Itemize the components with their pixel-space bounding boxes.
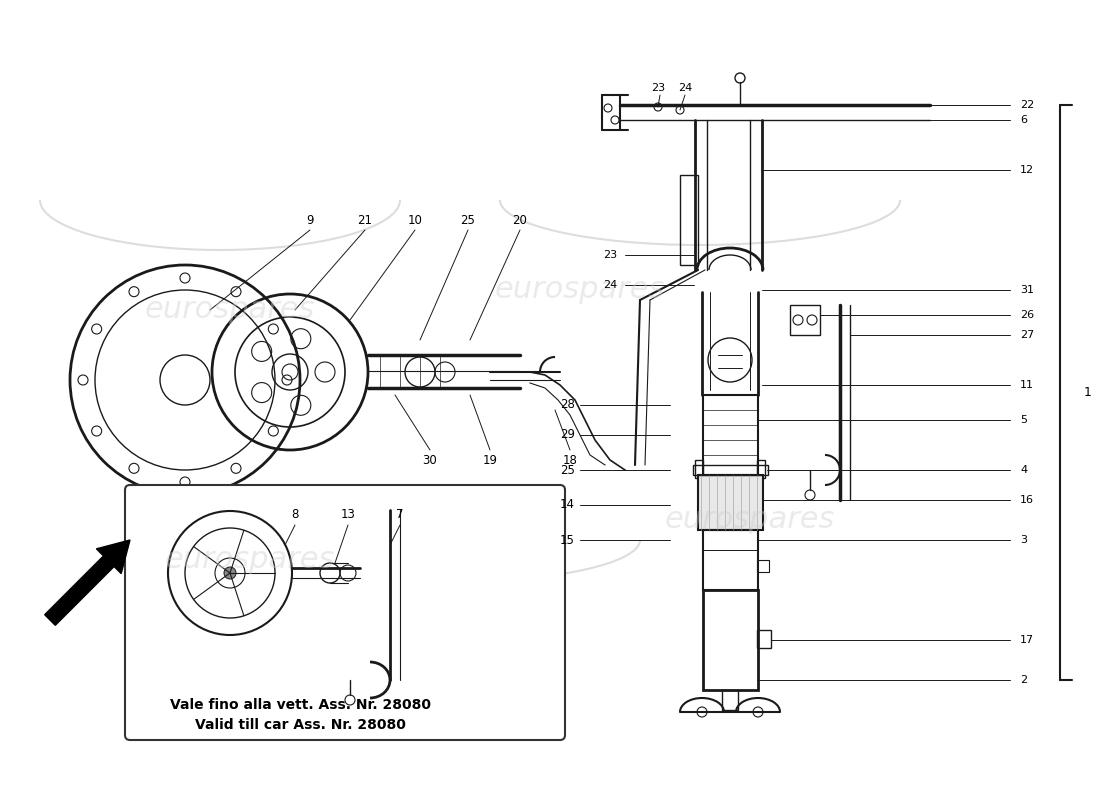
Text: 25: 25	[560, 463, 575, 477]
Text: eurospares: eurospares	[145, 295, 316, 325]
Text: 17: 17	[1020, 635, 1034, 645]
Text: 23: 23	[651, 83, 666, 93]
Bar	[703, 530, 758, 590]
Text: 28: 28	[560, 398, 575, 411]
Bar	[680, 175, 698, 265]
Text: Valid till car Ass. Nr. 28080: Valid till car Ass. Nr. 28080	[195, 718, 406, 732]
Text: 3: 3	[1020, 535, 1027, 545]
Bar	[703, 590, 758, 690]
Text: 29: 29	[560, 429, 575, 442]
Text: 14: 14	[560, 498, 575, 511]
Text: 12: 12	[1020, 165, 1034, 175]
Text: 9: 9	[306, 214, 313, 226]
Text: 6: 6	[1020, 115, 1027, 125]
Text: 10: 10	[408, 214, 422, 226]
Text: 19: 19	[483, 454, 497, 466]
Text: Vale fino alla vett. Ass. Nr. 28080: Vale fino alla vett. Ass. Nr. 28080	[169, 698, 430, 712]
Text: 30: 30	[422, 454, 438, 466]
Text: 18: 18	[562, 454, 578, 466]
FancyArrow shape	[45, 540, 130, 626]
Text: 1: 1	[1084, 386, 1092, 398]
Text: 25: 25	[461, 214, 475, 226]
Text: 8: 8	[292, 509, 299, 522]
Text: 27: 27	[1020, 330, 1034, 340]
Text: 26: 26	[1020, 310, 1034, 320]
Text: 24: 24	[678, 83, 692, 93]
Text: eurospares: eurospares	[495, 275, 666, 305]
Text: eurospares: eurospares	[664, 506, 835, 534]
Text: eurospares: eurospares	[165, 546, 336, 574]
Text: 2: 2	[1020, 675, 1027, 685]
Text: 22: 22	[1020, 100, 1034, 110]
Bar	[698, 475, 763, 530]
Circle shape	[224, 567, 236, 579]
Bar	[722, 690, 738, 710]
Text: 23: 23	[603, 250, 617, 260]
FancyBboxPatch shape	[125, 485, 565, 740]
Text: 13: 13	[341, 509, 355, 522]
Text: 7: 7	[396, 509, 404, 522]
Text: 16: 16	[1020, 495, 1034, 505]
Bar	[790, 305, 820, 335]
Text: 31: 31	[1020, 285, 1034, 295]
Text: 11: 11	[1020, 380, 1034, 390]
Bar	[757, 460, 764, 478]
Text: 4: 4	[1020, 465, 1027, 475]
Bar	[695, 460, 703, 478]
Bar	[757, 630, 771, 648]
Text: 21: 21	[358, 214, 373, 226]
Text: 15: 15	[560, 534, 575, 546]
Text: 20: 20	[513, 214, 527, 226]
Bar	[693, 465, 768, 475]
Text: 5: 5	[1020, 415, 1027, 425]
Bar	[703, 395, 758, 475]
Bar	[757, 560, 769, 572]
Text: 24: 24	[603, 280, 617, 290]
